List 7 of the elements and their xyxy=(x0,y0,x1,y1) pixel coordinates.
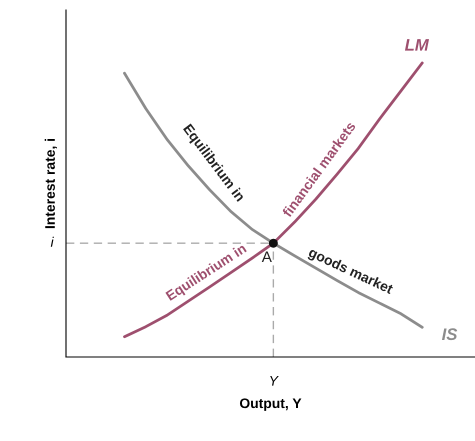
x-axis-title: Output, Y xyxy=(240,398,302,411)
text: Y xyxy=(270,376,279,386)
text: i xyxy=(50,236,54,247)
series-label: IS xyxy=(442,328,458,340)
series-label: LM xyxy=(404,39,430,51)
annotation: A xyxy=(262,252,272,262)
y-axis-title: Interest rate, i xyxy=(44,138,57,228)
